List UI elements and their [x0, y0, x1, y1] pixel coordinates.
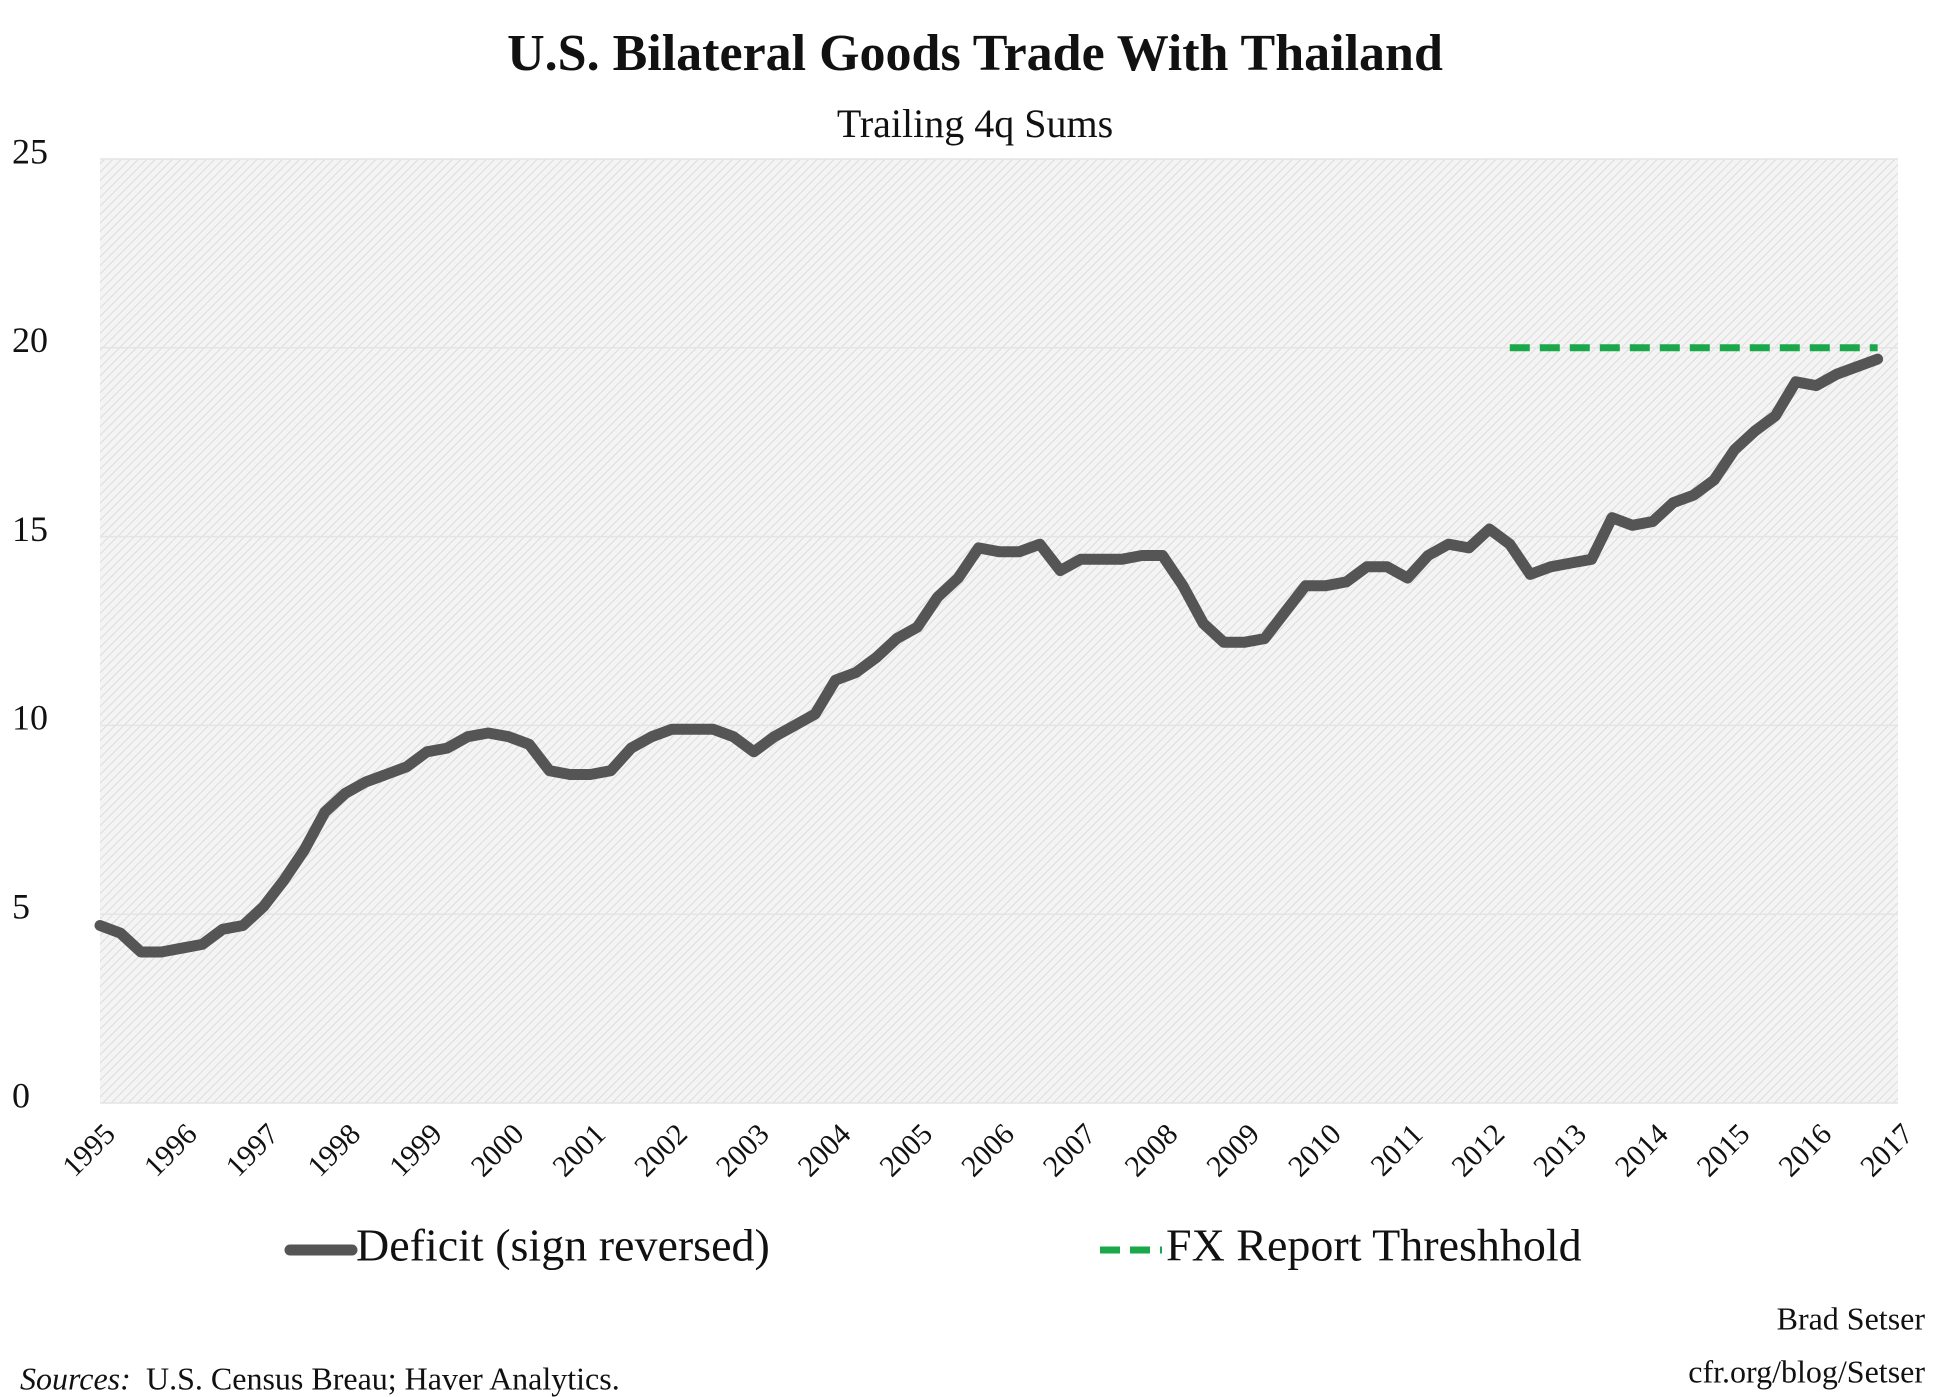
x-tick-label: 2015: [1691, 1117, 1757, 1183]
x-tick-label: 2007: [1037, 1117, 1103, 1183]
x-tick-label: 2017: [1854, 1117, 1920, 1183]
y-tick-label: 25: [12, 131, 48, 171]
x-tick-label: 2006: [955, 1117, 1021, 1183]
author: Brad Setser: [1777, 1300, 1926, 1336]
url: cfr.org/blog/Setser: [1688, 1353, 1925, 1389]
y-tick-label: 0: [12, 1075, 30, 1115]
y-tick-label: 10: [12, 698, 48, 738]
chart-title: U.S. Bilateral Goods Trade With Thailand: [507, 25, 1443, 82]
x-tick-label: 1998: [301, 1117, 367, 1183]
plot-area: [100, 159, 1898, 1103]
series-line: [94, 353, 1884, 958]
x-tick-label: 2016: [1772, 1117, 1838, 1183]
x-tick-label: 1997: [220, 1117, 286, 1183]
chart-subtitle: Trailing 4q Sums: [837, 101, 1113, 146]
y-tick-label: 15: [12, 509, 48, 549]
x-tick-label: 2001: [546, 1117, 612, 1183]
x-tick-label: 2005: [873, 1117, 939, 1183]
x-tick-label: 2010: [1282, 1117, 1348, 1183]
source: U.S. Census Breau; Haver Analytics.: [146, 1360, 620, 1396]
source-label: Sources:: [20, 1360, 131, 1396]
x-tick-label: 2011: [1364, 1117, 1429, 1182]
y-tick-label: 5: [12, 886, 30, 926]
y-tick-label: 20: [12, 320, 48, 360]
x-tick-label: 2013: [1527, 1117, 1593, 1183]
x-tick-label: 2014: [1609, 1117, 1675, 1183]
x-tick-label: 2000: [465, 1117, 531, 1183]
x-tick-label: 2003: [710, 1117, 776, 1183]
x-tick-label: 2004: [792, 1117, 858, 1183]
legend-label: FX Report Threshhold: [1166, 1220, 1582, 1271]
x-tick-label: 2012: [1445, 1117, 1511, 1183]
x-tick-label: 1996: [138, 1117, 204, 1183]
x-tick-label: 2002: [628, 1117, 694, 1183]
x-tick-label: 1995: [56, 1117, 122, 1183]
x-tick-label: 1999: [383, 1117, 449, 1183]
x-tick-label: 2008: [1119, 1117, 1185, 1183]
legend-label: Deficit (sign reversed): [356, 1220, 770, 1271]
x-tick-label: 2009: [1200, 1117, 1266, 1183]
